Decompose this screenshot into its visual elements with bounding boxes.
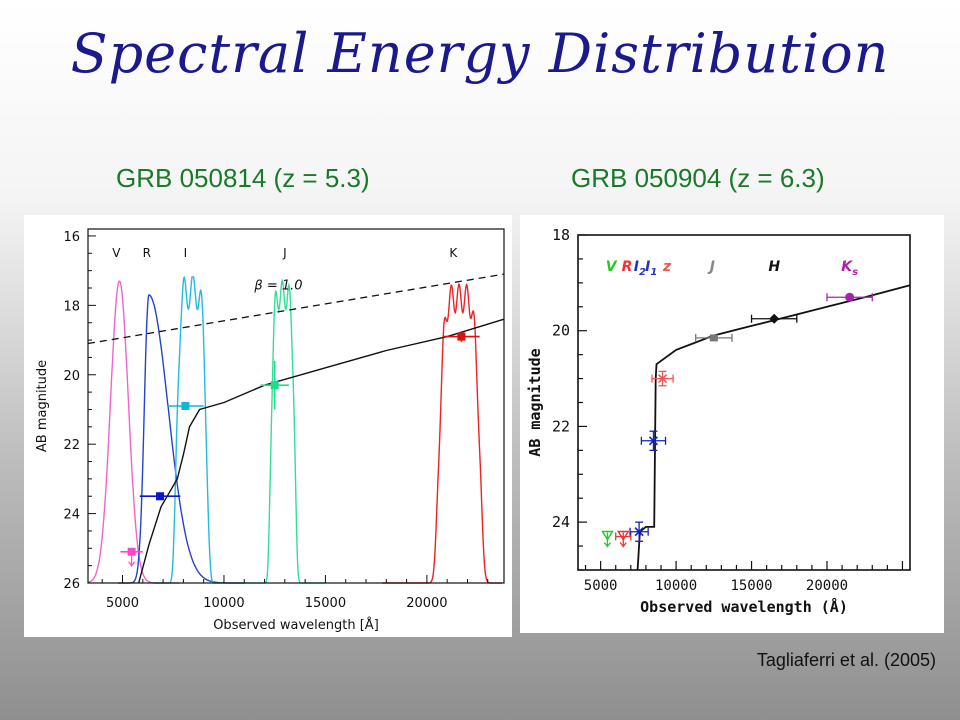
y-tick-label: 22 (63, 438, 80, 453)
left-chart-title: GRB 050814 (z = 5.3) (116, 163, 370, 193)
left-chart-panel: β = 1.0 V R I J K 5000 10000 15000 20000 16 18 20 22 2… (24, 215, 512, 637)
filter-label-J: J (707, 259, 715, 275)
point-I2 (634, 527, 644, 537)
point-z (657, 374, 668, 384)
y-tick-label: 24 (63, 508, 80, 523)
filter-curve-K (382, 283, 502, 584)
filter-label-I2: I2 (634, 259, 646, 278)
x-tick-label: 15000 (305, 596, 346, 611)
y-tick-label: 26 (63, 577, 80, 592)
y-tick-label: 20 (552, 322, 570, 340)
y-tick-label: 18 (552, 226, 570, 244)
y-tick-label: 24 (552, 513, 570, 531)
point-J (270, 381, 279, 390)
filter-curve-V (87, 280, 180, 584)
x-tick-label: 15000 (730, 578, 772, 594)
x-tick-label: 10000 (203, 596, 244, 611)
filter-label-K: K (449, 246, 458, 260)
y-tick-label: 18 (63, 299, 80, 314)
y-tick-label: 22 (552, 417, 570, 435)
filter-label-Ks: Ks (841, 259, 858, 278)
filter-label-R: R (622, 259, 633, 275)
slide-title: Spectral Energy Distribution (70, 22, 890, 85)
power-law-line (87, 273, 505, 345)
point-Ks (845, 292, 855, 302)
filter-label-V: V (112, 246, 121, 260)
filter-curve-I (152, 276, 235, 584)
plot-frame (87, 228, 505, 584)
x-tick-label: 20000 (406, 596, 447, 611)
point-I1 (648, 436, 659, 446)
filter-label-H: H (768, 259, 780, 275)
point-H (769, 313, 780, 324)
upper-limit-arrow-V (603, 542, 611, 548)
upper-limit-arrow-R (619, 542, 627, 548)
filter-curve-J (240, 278, 326, 584)
y-tick-label: 20 (63, 369, 80, 384)
upper-limit-arrow-V (128, 561, 136, 567)
point-V (601, 530, 614, 541)
plot-frame (577, 234, 911, 571)
model-curve (138, 318, 505, 584)
filter-label-R: R (143, 246, 151, 260)
point-K (457, 332, 466, 341)
x-tick-label: 5000 (584, 578, 618, 594)
y-axis-label: AB magnitude (526, 348, 544, 456)
x-axis-label: Observed wavelength (Å) (640, 597, 848, 616)
point-V (127, 547, 136, 556)
x-tick-label: 20000 (806, 578, 848, 594)
right-chart-panel: V R I2 I1 z J H Ks 5000 10000 15000 20000 18 20 22 24 Ob… (520, 215, 944, 633)
x-axis-label: Observed wavelength [Å] (213, 617, 379, 633)
point-R (156, 492, 165, 501)
y-axis-label: AB magnitude (35, 360, 50, 452)
x-tick-label: 10000 (655, 578, 697, 594)
beta-annotation: β = 1.0 (253, 279, 302, 294)
point-R (617, 530, 630, 541)
filter-label-I1: I1 (645, 259, 657, 278)
left-sed-chart: β = 1.0 V R I J K 5000 10000 15000 20000 16 18 20 22 2… (35, 228, 505, 633)
point-I (181, 402, 190, 410)
filter-label-J: J (282, 246, 287, 260)
filter-label-V: V (606, 259, 618, 275)
right-sed-chart: V R I2 I1 z J H Ks 5000 10000 15000 20000 18 20 22 24 Ob… (526, 226, 911, 616)
filter-label-I: I (184, 246, 188, 260)
citation: Tagliaferri et al. (2005) (756, 650, 936, 670)
filter-label-z: z (662, 259, 672, 275)
right-chart-title: GRB 050904 (z = 6.3) (571, 163, 825, 193)
x-tick-label: 5000 (106, 596, 139, 611)
y-tick-label: 16 (63, 230, 80, 245)
point-J (709, 334, 718, 342)
model-curve (636, 284, 911, 571)
